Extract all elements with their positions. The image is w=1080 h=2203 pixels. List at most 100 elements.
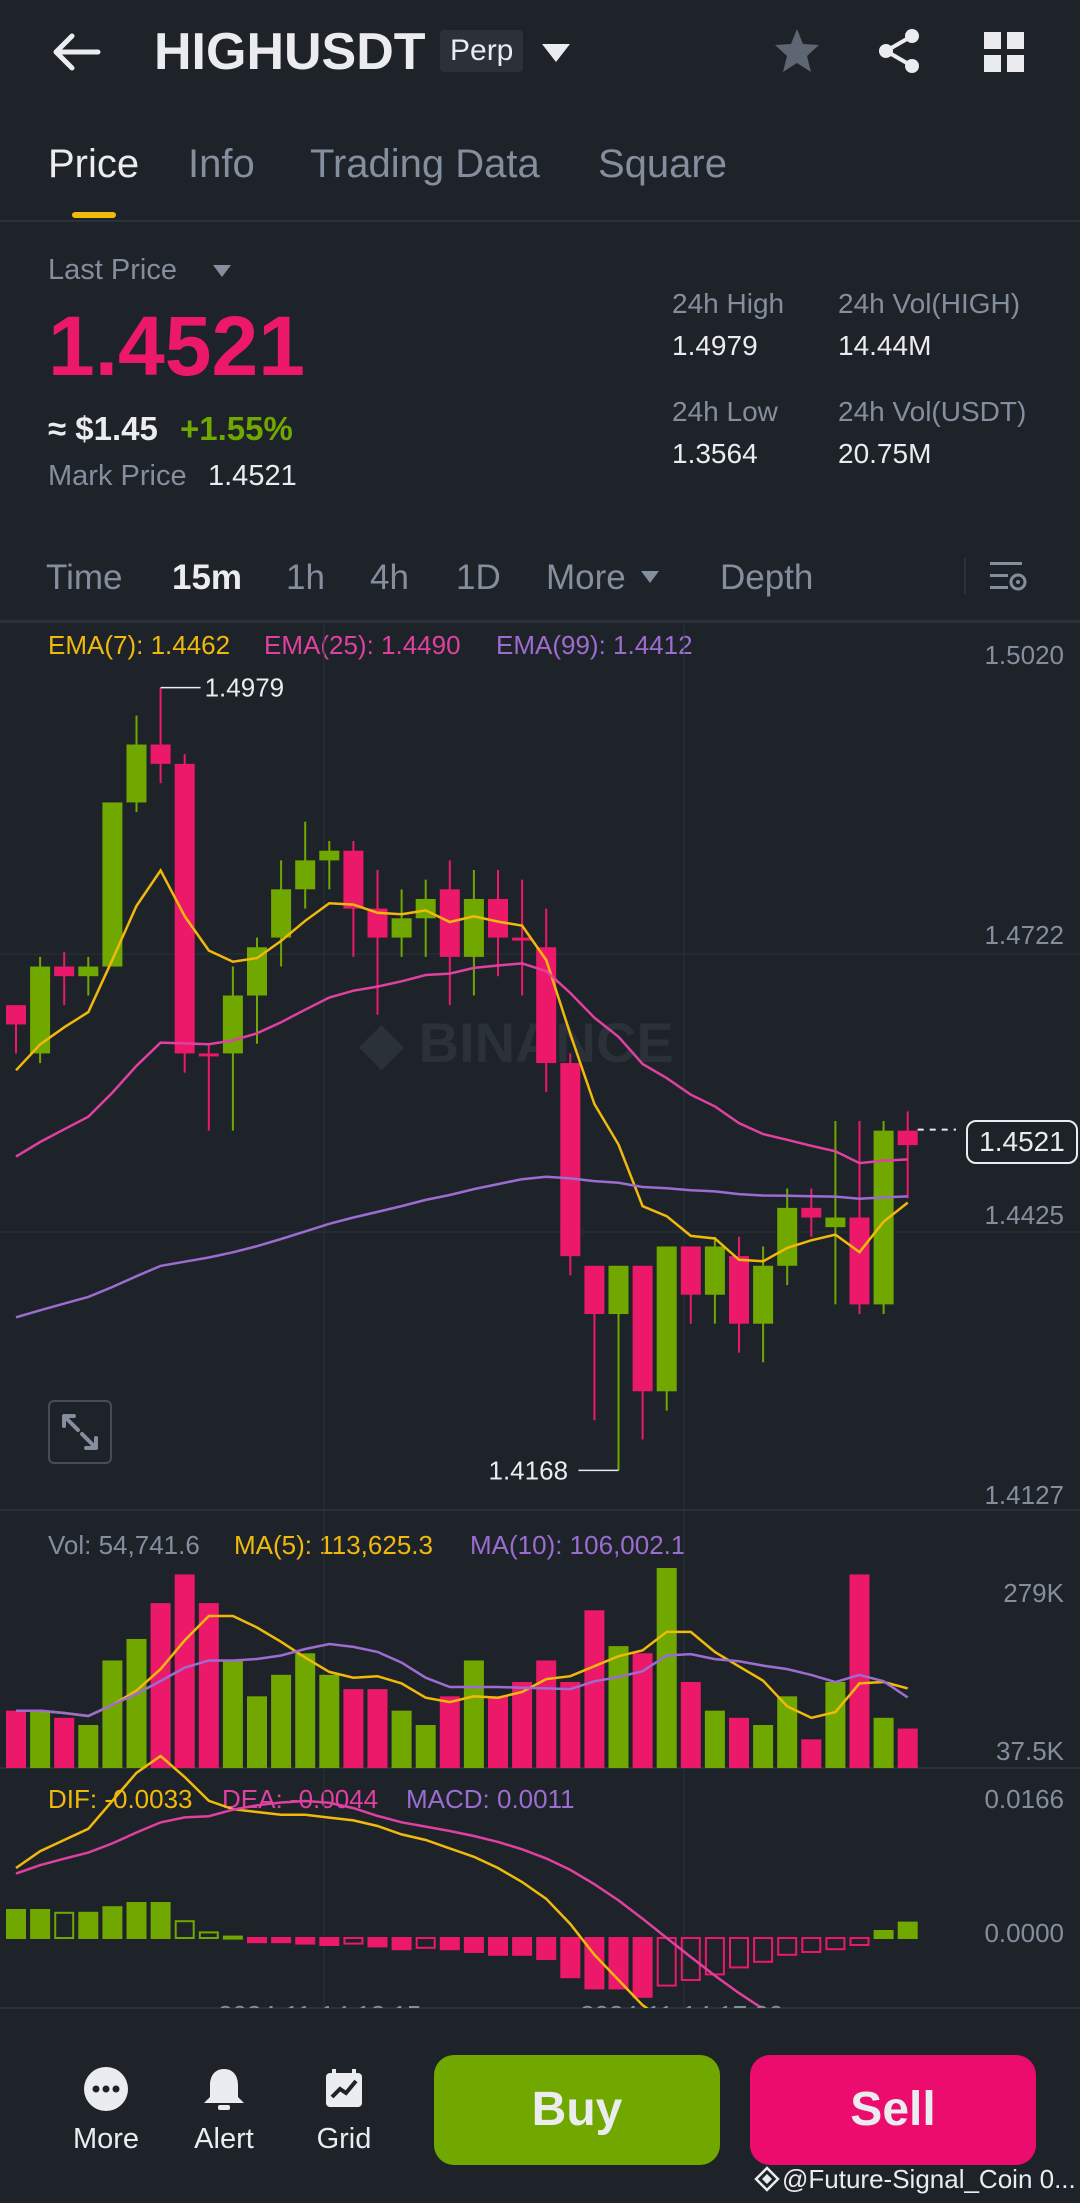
volume-bar xyxy=(512,1681,533,1768)
volume-bar xyxy=(247,1696,267,1768)
macd-histogram-bar xyxy=(367,1937,388,1948)
sell-button[interactable]: Sell xyxy=(750,2055,1036,2165)
volume-bar xyxy=(6,1710,26,1768)
macd-histogram-bar xyxy=(536,1937,557,1960)
more-button[interactable]: More xyxy=(56,2065,156,2156)
more-label: More xyxy=(72,2123,140,2155)
macd-histogram-bar xyxy=(439,1937,460,1951)
macd-histogram-bar xyxy=(174,1920,195,1939)
layout-grid-icon[interactable] xyxy=(982,30,1026,74)
symbol-dropdown-caret-icon[interactable] xyxy=(540,40,572,64)
macd-histogram-bar xyxy=(753,1937,774,1963)
price-axis-tick: 1.4722 xyxy=(984,920,1064,950)
volume-bar xyxy=(150,1603,171,1768)
tab-square[interactable]: Square xyxy=(598,142,727,186)
candle-body xyxy=(6,1005,26,1025)
more-caret-icon[interactable] xyxy=(640,570,660,584)
volume-bar xyxy=(536,1660,557,1768)
alert-button[interactable]: Alert xyxy=(174,2065,274,2156)
interval-1d[interactable]: 1D xyxy=(456,558,501,597)
interval-time[interactable]: Time xyxy=(46,558,123,597)
candle-body xyxy=(54,966,75,977)
header: HIGHUSDT Perp xyxy=(0,0,1080,110)
volume-bar xyxy=(343,1689,364,1768)
candle-body xyxy=(704,1246,725,1295)
volume-bar xyxy=(632,1653,653,1768)
macd-histogram-bar xyxy=(849,1937,870,1946)
interval-4h[interactable]: 4h xyxy=(370,558,409,597)
volume-bar xyxy=(295,1653,316,1768)
tab-trading-data[interactable]: Trading Data xyxy=(310,142,540,186)
volume-bar xyxy=(319,1674,340,1768)
candle-body xyxy=(295,860,316,890)
vol-quote-24h-value: 20.75M xyxy=(838,438,932,469)
candle-body xyxy=(463,898,484,957)
low-24h-value: 1.3564 xyxy=(672,438,758,469)
chart-canvas[interactable]: ◆ BINANCE 1.4979 1.4168 2024-11-14 13:15 202… xyxy=(0,622,1080,2008)
candle-body xyxy=(343,850,364,909)
candle-body xyxy=(560,1063,581,1257)
volume-bar xyxy=(873,1717,894,1768)
volume-axis-tick: 37.5K xyxy=(996,1736,1064,1766)
ma10-line xyxy=(16,1642,909,1718)
volume-bar xyxy=(222,1660,243,1768)
candle-body xyxy=(271,889,292,938)
interval-divider xyxy=(964,558,966,594)
symbol-title[interactable]: HIGHUSDT xyxy=(154,23,426,81)
volume-bar xyxy=(102,1660,123,1768)
chart-settings-icon[interactable] xyxy=(988,556,1028,596)
volume-bar xyxy=(488,1696,508,1768)
volume-bar xyxy=(463,1660,484,1768)
grid-button[interactable]: Grid xyxy=(294,2065,394,2156)
low-24h-label: 24h Low xyxy=(672,396,778,427)
candle-body xyxy=(584,1265,605,1315)
macd-histogram-bar xyxy=(78,1911,99,1940)
candle-body xyxy=(126,744,147,803)
buy-button[interactable]: Buy xyxy=(434,2055,720,2165)
macd-histogram-bar xyxy=(30,1909,51,1939)
interval-more[interactable]: More xyxy=(546,558,626,597)
ema25-label: EMA(25): 1.4490 xyxy=(264,630,461,660)
macd-histogram-bar xyxy=(222,1935,243,1940)
expand-icon xyxy=(62,1414,98,1450)
price-axis-tick: 1.4425 xyxy=(984,1200,1064,1230)
ema7-line xyxy=(15,867,909,1263)
interval-1h[interactable]: 1h xyxy=(286,558,325,597)
volume-bar xyxy=(126,1638,147,1768)
last-price-label[interactable]: Last Price xyxy=(48,254,177,286)
binance-watermark: ◆ BINANCE xyxy=(358,1011,674,1074)
high-24h-value: 1.4979 xyxy=(672,330,758,361)
vol-quote-24h-label: 24h Vol(USDT) xyxy=(838,396,1027,427)
share-icon[interactable] xyxy=(874,26,924,76)
main-tabs: Price Info Trading Data Square xyxy=(0,132,1080,222)
last-price-caret-icon[interactable] xyxy=(212,264,232,278)
macd-histogram-bar xyxy=(729,1937,749,1969)
macd-histogram-bar xyxy=(897,1921,918,1939)
volume-bar xyxy=(729,1717,749,1768)
macd-histogram-bar xyxy=(463,1937,484,1953)
back-arrow-icon[interactable] xyxy=(48,28,104,76)
macd-histogram-bar xyxy=(247,1937,267,1944)
candle-body xyxy=(30,966,51,1054)
favorite-star-icon[interactable] xyxy=(772,26,822,76)
volume-bar xyxy=(439,1696,460,1768)
alert-label: Alert xyxy=(194,2123,254,2155)
macd-label: MACD: 0.0011 xyxy=(406,1784,575,1814)
bell-icon xyxy=(204,2069,244,2110)
volume-bar xyxy=(174,1574,195,1768)
interval-bar: Time 15m 1h 4h 1D More Depth xyxy=(0,548,1080,622)
volume-bar xyxy=(391,1710,412,1768)
ma5-label: MA(5): 113,625.3 xyxy=(234,1530,433,1560)
interval-15m[interactable]: 15m xyxy=(172,558,243,597)
high-annotation: 1.4979 xyxy=(205,673,285,703)
volume-bar xyxy=(656,1568,677,1768)
ema99-line xyxy=(15,1175,908,1319)
candle-body xyxy=(415,898,436,919)
macd-axis-tick: 0.0166 xyxy=(984,1784,1064,1814)
macd-histogram-bar xyxy=(656,1937,677,1987)
volume-bar xyxy=(78,1724,99,1768)
depth-tab[interactable]: Depth xyxy=(720,558,814,597)
tab-info[interactable]: Info xyxy=(188,142,255,186)
fullscreen-button[interactable] xyxy=(48,1400,112,1464)
tab-price[interactable]: Price xyxy=(48,142,140,186)
